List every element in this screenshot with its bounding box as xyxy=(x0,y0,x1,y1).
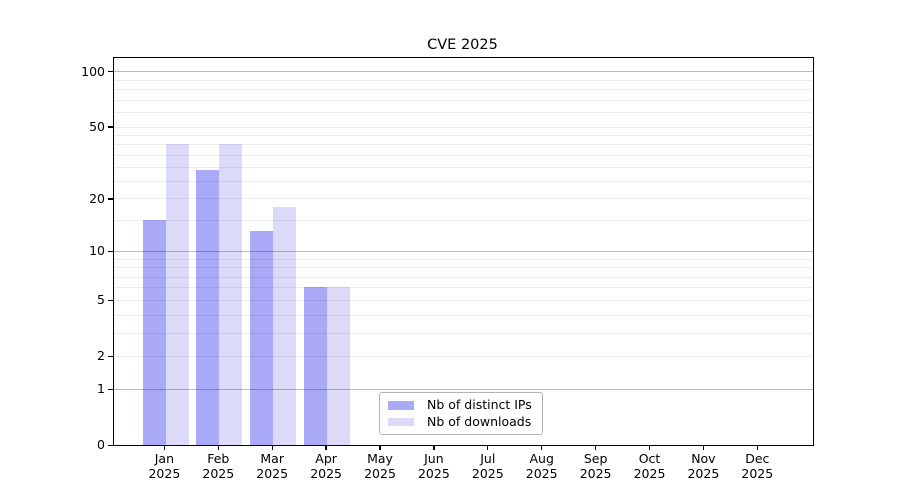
x-tick-label: Jul 2025 xyxy=(458,451,518,481)
y-tick-label: 2 xyxy=(97,348,105,364)
y-tick-mark xyxy=(108,388,113,390)
y-tick-label: 1 xyxy=(97,381,105,397)
legend-item: Nb of distinct IPs xyxy=(388,397,534,414)
bar-downloads xyxy=(219,144,243,445)
legend-label: Nb of distinct IPs xyxy=(427,397,532,413)
x-tick-year: 2025 xyxy=(417,466,450,482)
x-tick-label: Apr 2025 xyxy=(296,451,356,481)
plot-area: Nb of distinct IPs Nb of downloads xyxy=(113,57,814,446)
x-tick-year: 2025 xyxy=(310,466,342,482)
minor-gridline xyxy=(114,89,813,91)
chart-title: CVE 2025 xyxy=(427,37,498,53)
x-tick-mark xyxy=(325,445,327,450)
x-tick-mark xyxy=(217,445,219,450)
bar-distinct-ips xyxy=(250,231,274,445)
y-tick-label: 50 xyxy=(89,119,105,134)
y-tick-label: 5 xyxy=(97,292,105,308)
y-tick-mark xyxy=(108,355,113,358)
bar-distinct-ips xyxy=(196,169,220,445)
x-tick-mark xyxy=(648,445,651,450)
legend-label: Nb of downloads xyxy=(427,413,532,429)
x-tick-year: 2025 xyxy=(687,466,720,482)
x-tick-month: Nov xyxy=(691,451,716,467)
x-tick-year: 2025 xyxy=(364,466,396,482)
x-tick-year: 2025 xyxy=(148,466,181,482)
y-tick-mark xyxy=(108,444,113,447)
x-tick-year: 2025 xyxy=(525,466,558,482)
bar-distinct-ips xyxy=(304,287,328,445)
x-tick-year: 2025 xyxy=(741,466,774,482)
y-tick-mark xyxy=(108,198,113,200)
x-tick-label: Jun 2025 xyxy=(404,451,464,481)
minor-gridline xyxy=(114,99,813,101)
x-tick-year: 2025 xyxy=(256,466,289,482)
x-tick-year: 2025 xyxy=(633,466,666,482)
x-tick-mark xyxy=(433,445,435,450)
x-tick-month: Jun xyxy=(424,451,444,467)
minor-gridline xyxy=(114,112,813,114)
x-tick-year: 2025 xyxy=(202,466,235,482)
x-tick-year: 2025 xyxy=(579,466,612,482)
bar-downloads xyxy=(165,144,189,445)
y-tick-mark xyxy=(108,70,113,73)
x-tick-month: Mar xyxy=(260,451,284,467)
x-tick-mark xyxy=(379,445,381,450)
x-tick-label: May 2025 xyxy=(350,451,410,481)
x-tick-label: Dec 2025 xyxy=(727,451,787,481)
x-tick-label: Mar 2025 xyxy=(242,451,302,481)
y-tick-mark xyxy=(108,250,113,252)
x-tick-month: Feb xyxy=(207,451,230,467)
bar-downloads xyxy=(273,206,297,445)
bar-distinct-ips xyxy=(142,220,166,445)
y-tick-mark xyxy=(108,126,113,128)
minor-gridline xyxy=(114,126,813,128)
x-tick-month: Jul xyxy=(480,451,496,467)
legend-swatch-distinct-ips xyxy=(388,401,414,410)
major-gridline xyxy=(114,71,813,73)
x-tick-month: Aug xyxy=(529,451,554,467)
legend-item: Nb of downloads xyxy=(388,414,534,431)
x-tick-mark xyxy=(702,445,705,450)
x-tick-month: Jan xyxy=(154,451,175,467)
x-tick-month: May xyxy=(367,451,393,467)
x-tick-month: Apr xyxy=(315,451,337,467)
x-tick-label: Nov 2025 xyxy=(673,451,733,481)
y-tick-label: 100 xyxy=(81,63,105,79)
x-tick-month: Sep xyxy=(583,451,608,467)
minor-gridline xyxy=(114,79,813,81)
y-tick-label: 20 xyxy=(89,190,105,206)
x-tick-year: 2025 xyxy=(471,466,504,482)
x-tick-mark xyxy=(541,445,543,450)
x-tick-mark xyxy=(756,445,758,450)
y-tick-label: 10 xyxy=(89,243,105,259)
x-tick-mark xyxy=(163,445,166,450)
x-tick-month: Dec xyxy=(745,451,770,467)
bar-downloads xyxy=(327,287,351,445)
legend: Nb of distinct IPs Nb of downloads xyxy=(379,392,543,435)
x-tick-mark xyxy=(594,445,597,450)
x-tick-label: Oct 2025 xyxy=(620,451,680,481)
minor-gridline xyxy=(114,134,813,136)
x-tick-label: Feb 2025 xyxy=(188,451,248,481)
x-tick-mark xyxy=(271,445,273,450)
y-tick-label: 0 xyxy=(97,437,105,453)
x-tick-mark xyxy=(487,445,489,450)
x-tick-label: Aug 2025 xyxy=(512,451,572,481)
y-tick-mark xyxy=(108,299,113,301)
x-tick-month: Oct xyxy=(638,451,661,467)
legend-swatch-downloads xyxy=(388,417,414,426)
x-tick-label: Jan 2025 xyxy=(134,451,194,481)
x-tick-label: Sep 2025 xyxy=(566,451,626,481)
